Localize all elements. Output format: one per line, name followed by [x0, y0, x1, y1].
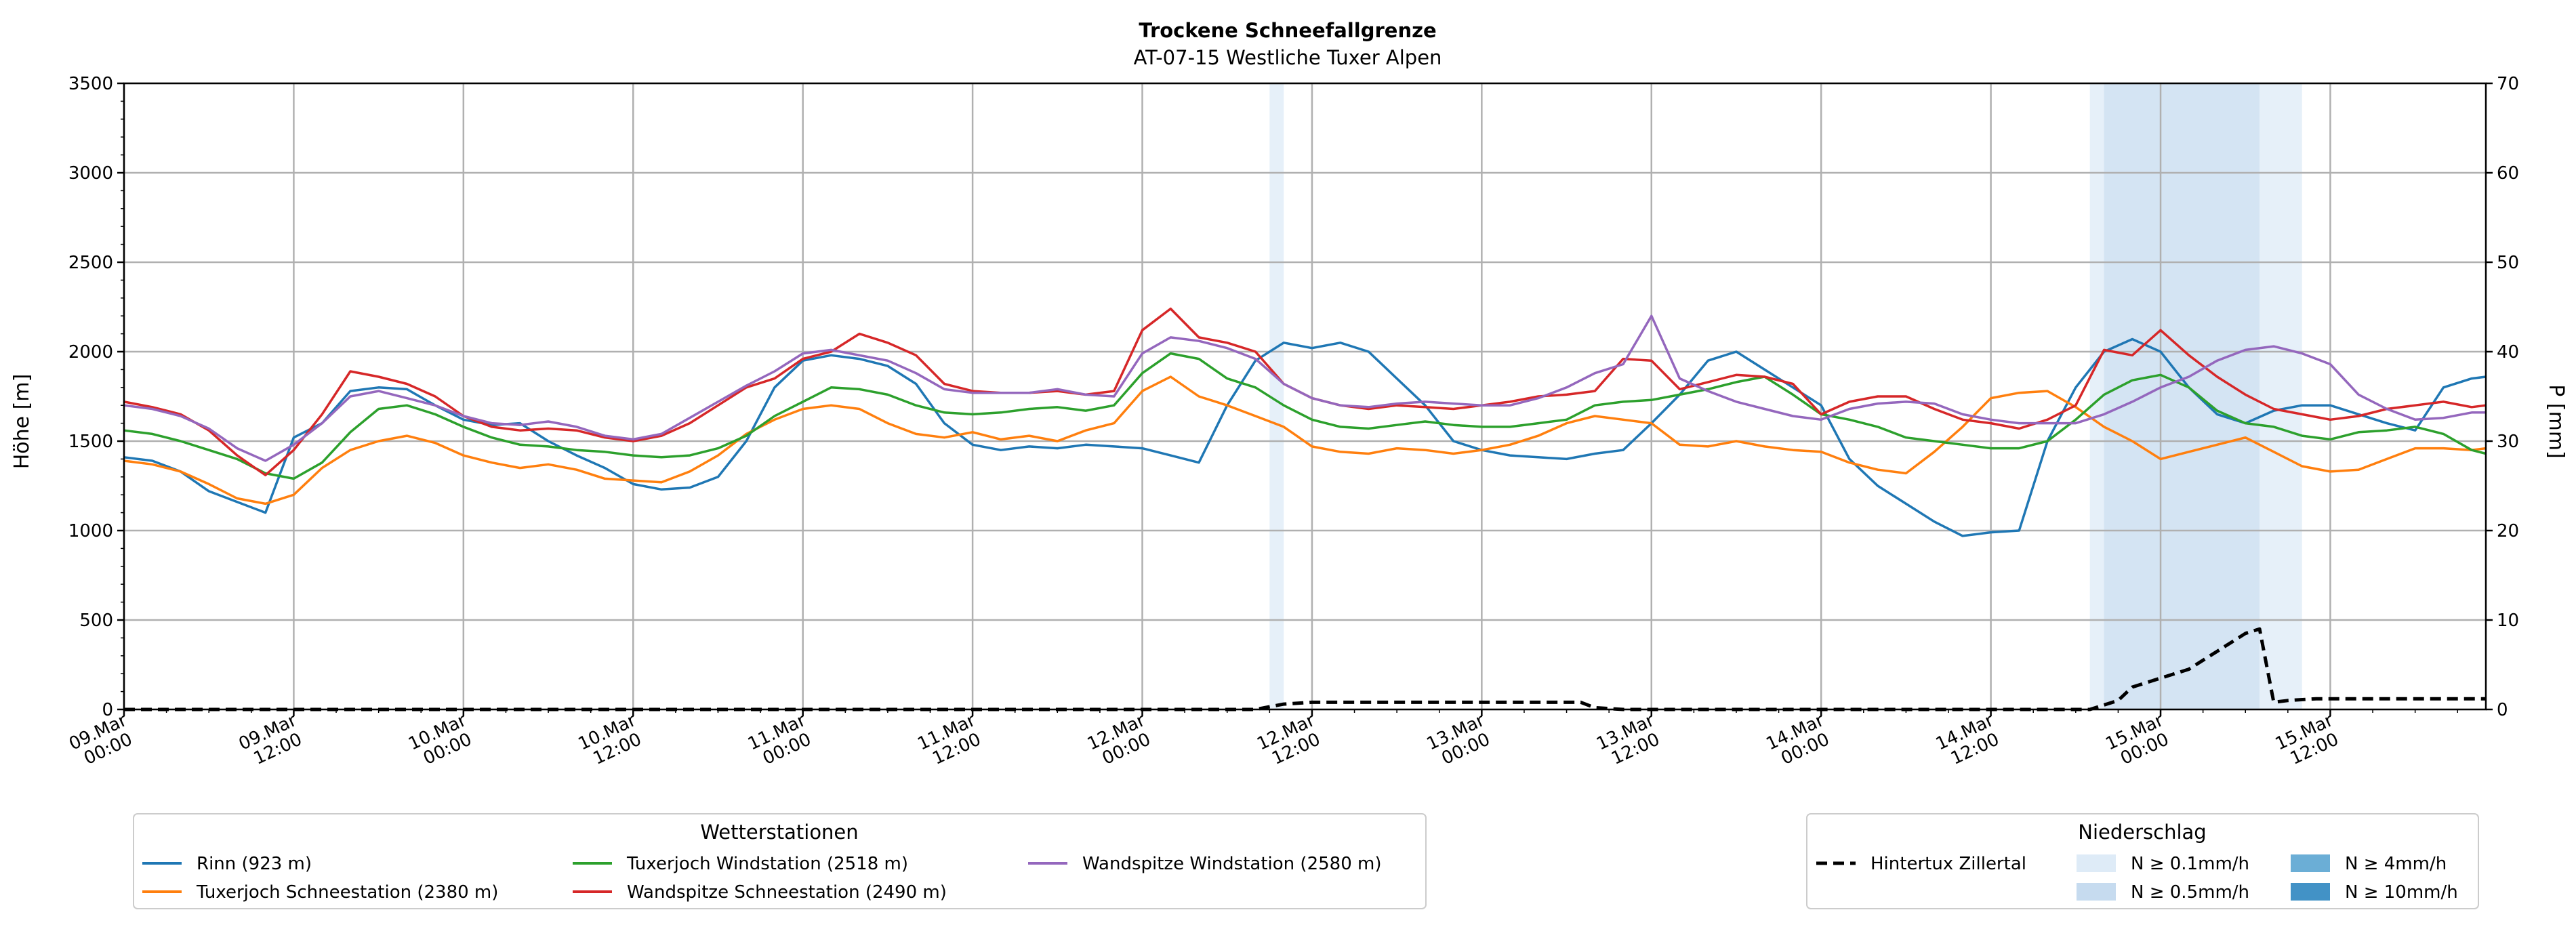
series-lines: [123, 307, 2487, 711]
legend-precip-title: Niederschlag: [2078, 821, 2206, 844]
y2-tick-label: 60: [2497, 163, 2519, 184]
y2-tick-label: 40: [2497, 342, 2519, 363]
series-line: [124, 627, 2486, 711]
series-line: [123, 352, 2487, 480]
y-axis-label: Höhe [m]: [10, 374, 34, 470]
chart-subtitle: AT-07-15 Westliche Tuxer Alpen: [1134, 46, 1442, 69]
y2-tick-label: 20: [2497, 521, 2519, 541]
y2-tick-label: 70: [2497, 74, 2519, 94]
y2-axis-label: P [mm]: [2544, 384, 2568, 458]
legend-label: Tuxerjoch Windstation (2518 m): [626, 854, 908, 874]
y-tick-label: 2500: [68, 253, 113, 273]
precip-band: [2104, 83, 2260, 709]
plot-frame: [123, 82, 2487, 711]
legend-stations: Wetterstationen Rinn (923 m) Tuxerjoch Sc…: [133, 813, 1427, 909]
legend-label: Wandspitze Schneestation (2490 m): [627, 882, 947, 903]
y-tick-label: 1500: [68, 432, 113, 452]
precip-band: [2260, 83, 2302, 709]
precip-bands: [1269, 83, 2302, 709]
y-tick-label: 3500: [68, 74, 113, 94]
legend-label: N ≥ 4mm/h: [2345, 854, 2447, 874]
precip-band: [2089, 83, 2104, 709]
precip-band: [1269, 83, 1284, 709]
legend-swatch: [2291, 883, 2330, 901]
y2-tick-label: 0: [2497, 700, 2508, 720]
y-tick-label: 500: [79, 611, 113, 631]
legend-label: Hintertux Zillertal: [1870, 854, 2026, 874]
legend-stations-title: Wetterstationen: [700, 821, 858, 844]
legend-swatch: [2077, 854, 2116, 872]
legend-label: N ≥ 10mm/h: [2345, 882, 2458, 903]
y2-tick-label: 30: [2497, 432, 2519, 452]
legend-label: N ≥ 0.5mm/h: [2131, 882, 2249, 903]
y-tick-label: 3000: [68, 163, 113, 184]
legend-label: Rinn (923 m): [197, 854, 312, 874]
y-tick-label: 2000: [68, 342, 113, 363]
legend-label: Wandspitze Windstation (2580 m): [1082, 854, 1381, 874]
series-line: [123, 314, 2486, 462]
legend-swatch: [2077, 883, 2116, 901]
legend-label: N ≥ 0.1mm/h: [2131, 854, 2249, 874]
y2-tick-label: 50: [2497, 253, 2519, 273]
y-tick-label: 1000: [68, 521, 113, 541]
legend-precip: Niederschlag Hintertux Zillertal N ≥ 0.1m…: [1806, 813, 2479, 909]
series-line: [123, 375, 2487, 505]
legend-label: Tuxerjoch Schneestation (2380 m): [196, 882, 498, 903]
legend-swatch: [2291, 854, 2330, 872]
y-tick-label: 0: [102, 700, 113, 720]
y2-tick-label: 10: [2497, 611, 2519, 631]
chart-title: Trockene Schneefallgrenze: [1139, 19, 1436, 42]
